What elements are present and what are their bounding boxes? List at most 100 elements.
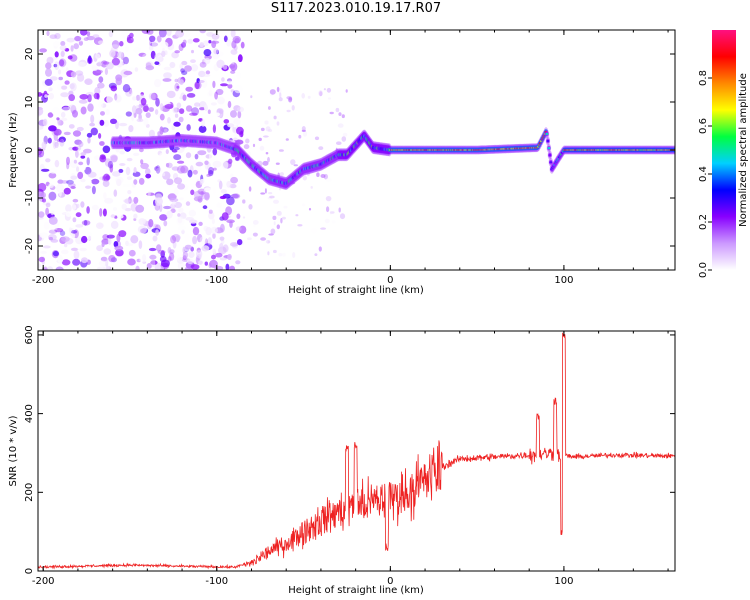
noise-blob <box>191 107 200 116</box>
noise-blob <box>149 254 157 260</box>
noise-blob <box>166 90 176 99</box>
noise-blob <box>55 266 64 270</box>
noise-blob <box>219 243 224 250</box>
noise-blob <box>41 141 47 150</box>
noise-blob <box>185 201 191 206</box>
noise-blob <box>47 55 53 63</box>
noise-blob <box>141 30 151 34</box>
noise-blob <box>198 260 203 265</box>
noise-blob <box>177 160 185 164</box>
noise-blob <box>158 113 163 118</box>
noise-blob <box>233 123 237 128</box>
noise-blob <box>219 195 227 200</box>
noise-blob <box>103 248 112 255</box>
noise-blob <box>133 179 138 185</box>
noise-blob <box>48 125 57 132</box>
noise-blob <box>167 256 172 262</box>
noise-blob <box>268 192 273 195</box>
noise-blob <box>96 245 103 252</box>
noise-blob <box>155 97 160 107</box>
noise-blob <box>282 252 286 257</box>
noise-blob <box>122 84 131 93</box>
noise-blob <box>135 204 145 213</box>
snr-ylabel: SNR (10 * v/v) <box>8 415 19 486</box>
noise-blob <box>225 263 230 270</box>
noise-blob <box>252 232 258 237</box>
noise-blob <box>199 61 207 68</box>
noise-blob <box>207 87 214 94</box>
noise-blob <box>338 112 342 116</box>
noise-blob <box>186 258 194 265</box>
noise-blob <box>195 161 204 167</box>
noise-blob <box>209 259 218 268</box>
noise-blob <box>237 106 244 113</box>
noise-blob <box>59 59 65 67</box>
noise-blob <box>160 250 165 258</box>
noise-blob <box>48 87 53 92</box>
noise-blob <box>286 109 291 113</box>
noise-blob <box>139 257 148 263</box>
noise-blob <box>61 85 68 90</box>
noise-blob <box>146 263 152 269</box>
noise-blob <box>278 253 283 257</box>
noise-blob <box>263 135 269 138</box>
noise-blob <box>189 219 198 224</box>
noise-blob <box>242 199 246 204</box>
noise-blob <box>298 134 302 139</box>
noise-blob <box>339 213 346 220</box>
noise-blob <box>182 39 187 45</box>
noise-blob <box>269 195 275 199</box>
noise-blob <box>181 60 188 66</box>
noise-blob <box>276 224 280 230</box>
noise-blob <box>66 37 75 43</box>
noise-blob <box>105 109 110 115</box>
noise-blob <box>228 158 233 164</box>
noise-blob <box>89 122 95 127</box>
noise-blob <box>70 71 77 78</box>
noise-blob <box>109 164 114 173</box>
noise-blob <box>96 222 104 229</box>
noise-blob <box>80 178 86 183</box>
noise-blob <box>267 156 270 163</box>
noise-blob <box>80 166 86 171</box>
noise-blob <box>150 50 156 60</box>
snr-xlabel: Height of straight line (km) <box>288 585 424 596</box>
noise-blob <box>342 132 348 137</box>
noise-blob <box>38 263 42 269</box>
noise-blob <box>114 94 122 103</box>
noise-blob <box>71 247 78 251</box>
noise-blob <box>78 161 84 166</box>
noise-blob <box>186 93 196 98</box>
noise-blob <box>64 48 70 52</box>
noise-blob <box>314 136 320 141</box>
noise-blob <box>54 222 60 231</box>
noise-blob <box>184 244 192 250</box>
noise-blob <box>176 165 186 174</box>
noise-blob <box>233 105 241 112</box>
noise-blob <box>272 215 277 220</box>
noise-blob <box>213 48 219 55</box>
noise-blob <box>103 173 110 182</box>
noise-blob <box>273 115 277 120</box>
noise-blob <box>47 137 52 144</box>
noise-blob <box>211 218 215 225</box>
noise-blob <box>324 218 330 224</box>
noise-blob <box>59 139 65 147</box>
noise-blob <box>114 245 124 251</box>
noise-blob <box>278 149 284 152</box>
noise-blob <box>326 87 332 93</box>
noise-blob <box>80 30 88 36</box>
noise-blob <box>338 207 341 213</box>
noise-blob <box>210 102 217 106</box>
noise-blob <box>54 61 60 71</box>
noise-blob <box>76 203 80 209</box>
noise-blob <box>68 104 77 111</box>
noise-blob <box>50 210 55 216</box>
noise-blob <box>176 102 182 109</box>
noise-blob <box>179 197 184 201</box>
noise-blob <box>222 161 229 170</box>
noise-blob <box>72 217 77 223</box>
noise-blob <box>48 229 58 234</box>
noise-blob <box>220 189 227 194</box>
ridge-peak <box>545 132 549 136</box>
